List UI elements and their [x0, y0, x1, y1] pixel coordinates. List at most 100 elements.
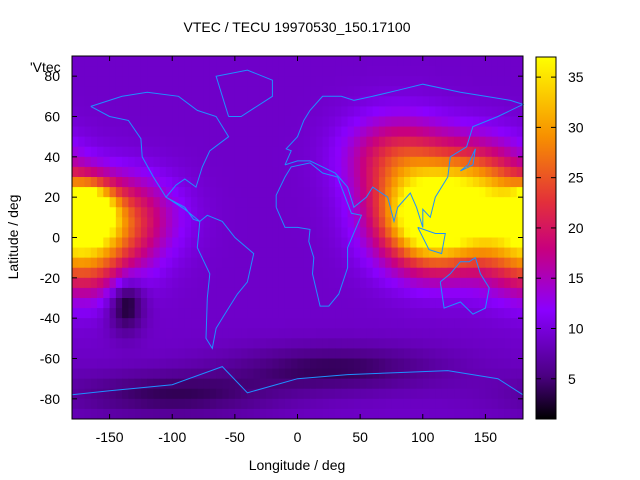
heatmap-cell — [504, 177, 511, 188]
heatmap-cell — [416, 156, 424, 168]
heatmap-cell — [460, 126, 468, 138]
heatmap-cell — [391, 287, 399, 299]
heatmap-cell — [291, 217, 298, 228]
heatmap-cell — [385, 187, 392, 198]
heatmap-cell — [441, 368, 449, 380]
heatmap-cell — [460, 277, 468, 289]
heatmap-cell — [328, 398, 336, 410]
heatmap-cell — [479, 408, 486, 420]
heatmap-cell — [328, 318, 336, 329]
heatmap-cell — [460, 368, 468, 380]
heatmap-cell — [266, 298, 273, 309]
heatmap-cell — [410, 348, 418, 359]
heatmap-cell — [209, 126, 217, 138]
heatmap-cell — [122, 358, 129, 370]
heatmap-cell — [403, 217, 411, 228]
heatmap-cell — [216, 247, 223, 259]
heatmap-cell — [122, 166, 129, 178]
heatmap-cell — [90, 398, 98, 410]
heatmap-cell — [460, 348, 468, 359]
y-tick-label: 20 — [44, 189, 60, 205]
heatmap-cell — [322, 177, 330, 188]
heatmap-cell — [115, 348, 123, 359]
heatmap-cell — [259, 408, 267, 420]
heatmap-cell — [441, 66, 449, 77]
heatmap-cell — [291, 318, 298, 329]
heatmap-cell — [115, 328, 123, 339]
heatmap-cell — [410, 56, 418, 67]
heatmap-cell — [197, 217, 205, 228]
heatmap-cell — [441, 197, 449, 208]
heatmap-cell — [504, 328, 511, 339]
heatmap-cell — [497, 287, 505, 299]
heatmap-cell — [291, 197, 298, 208]
heatmap-cell — [84, 66, 92, 77]
heatmap-cell — [366, 227, 374, 238]
heatmap-cell — [422, 76, 430, 87]
heatmap-cell — [78, 166, 86, 178]
heatmap-cell — [134, 318, 142, 329]
heatmap-cell — [335, 318, 342, 329]
heatmap-cell — [272, 177, 280, 188]
heatmap-cell — [128, 166, 136, 178]
heatmap-cell — [140, 328, 148, 339]
heatmap-cell — [341, 86, 349, 97]
heatmap-cell — [78, 136, 86, 148]
heatmap-cell — [134, 328, 142, 339]
heatmap-cell — [516, 338, 524, 349]
heatmap-cell — [109, 237, 117, 249]
heatmap-cell — [328, 358, 336, 370]
heatmap-cell — [78, 56, 86, 67]
heatmap-cell — [140, 287, 148, 299]
heatmap-cell — [78, 66, 86, 77]
heatmap-cell — [291, 287, 298, 299]
heatmap-cell — [372, 217, 380, 228]
heatmap-cell — [97, 368, 104, 380]
heatmap-cell — [297, 398, 305, 410]
heatmap-cell — [416, 106, 424, 117]
heatmap-cell — [397, 106, 405, 117]
heatmap-cell — [241, 136, 248, 148]
heatmap-cell — [422, 187, 430, 198]
heatmap-cell — [128, 298, 136, 309]
heatmap-cell — [460, 378, 468, 390]
heatmap-cell — [259, 86, 267, 97]
heatmap-cell — [209, 197, 217, 208]
heatmap-cell — [103, 348, 111, 359]
heatmap-cell — [454, 267, 461, 279]
heatmap-cell — [310, 308, 317, 319]
heatmap-cell — [266, 287, 273, 299]
heatmap-cell — [322, 348, 330, 359]
heatmap-cell — [278, 237, 286, 249]
heatmap-cell — [191, 287, 198, 299]
heatmap-cell — [297, 197, 305, 208]
heatmap-cell — [316, 287, 324, 299]
x-axis-ticks: -150 -100 -50 0 50 100 150 — [96, 56, 497, 445]
heatmap-cell — [197, 96, 205, 107]
heatmap-cell — [159, 298, 167, 309]
heatmap-cell — [466, 177, 474, 188]
heatmap-cell — [272, 156, 280, 168]
heatmap-cell — [147, 328, 154, 339]
heatmap-cell — [397, 166, 405, 178]
heatmap-cell — [209, 277, 217, 289]
heatmap-cell — [491, 66, 499, 77]
heatmap-cell — [234, 408, 242, 420]
heatmap-cell — [247, 76, 255, 87]
heatmap-cell — [391, 207, 399, 218]
heatmap-cell — [391, 398, 399, 410]
heatmap-cell — [228, 378, 236, 390]
heatmap-cell — [385, 378, 392, 390]
heatmap-cell — [272, 328, 280, 339]
heatmap-cell — [335, 388, 342, 400]
heatmap-cell — [197, 187, 205, 198]
heatmap-cell — [316, 257, 324, 269]
heatmap-cell — [441, 126, 449, 138]
heatmap-cell — [103, 318, 111, 329]
heatmap-cell — [416, 136, 424, 148]
heatmap-cell — [366, 318, 374, 329]
heatmap-cell — [278, 76, 286, 87]
heatmap-cell — [435, 207, 443, 218]
heatmap-cell — [284, 277, 292, 289]
heatmap-cell — [322, 187, 330, 198]
